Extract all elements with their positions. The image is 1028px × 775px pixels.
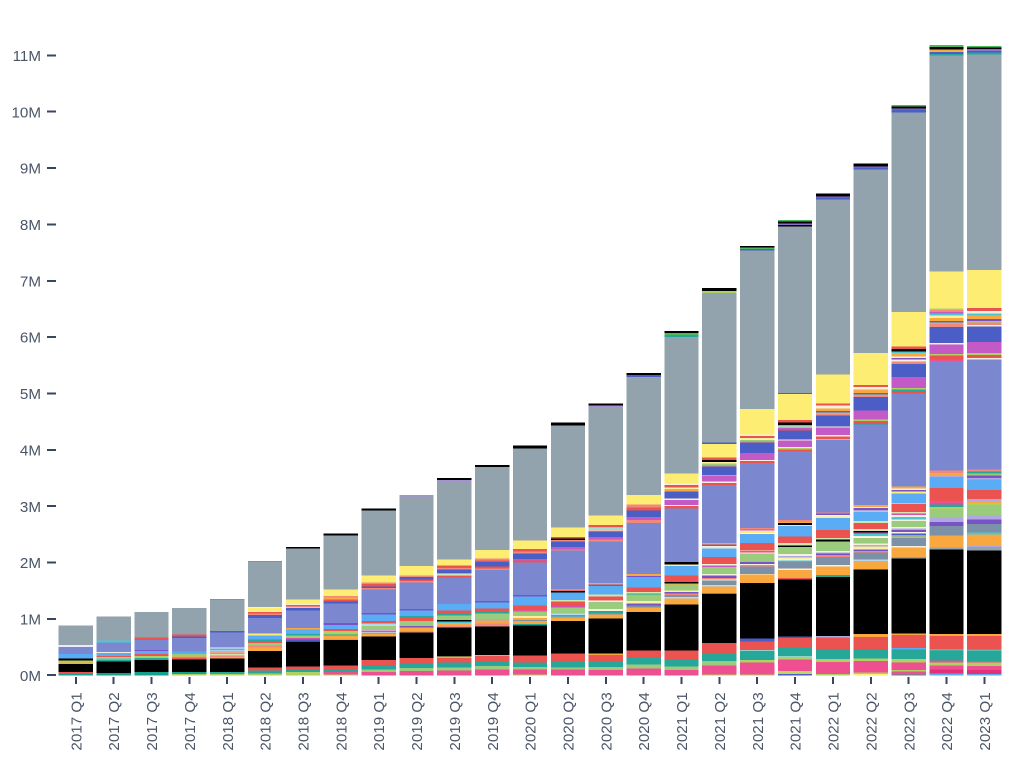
svg-text:2017 Q4: 2017 Q4 (182, 692, 199, 750)
svg-text:2019 Q4: 2019 Q4 (485, 692, 502, 750)
svg-text:2022 Q4: 2022 Q4 (939, 692, 956, 750)
svg-text:2018 Q4: 2018 Q4 (333, 692, 350, 750)
svg-text:2020 Q3: 2020 Q3 (598, 692, 615, 750)
svg-text:2022 Q1: 2022 Q1 (826, 692, 843, 750)
svg-text:4M: 4M (20, 442, 41, 459)
svg-text:5M: 5M (20, 386, 41, 403)
svg-text:2021 Q1: 2021 Q1 (674, 692, 691, 750)
svg-text:2022 Q2: 2022 Q2 (863, 692, 880, 750)
svg-text:2017 Q3: 2017 Q3 (144, 692, 161, 750)
svg-text:2018 Q3: 2018 Q3 (295, 692, 312, 750)
svg-text:2018 Q1: 2018 Q1 (220, 692, 237, 750)
svg-text:6M: 6M (20, 330, 41, 347)
svg-text:0M: 0M (20, 668, 41, 685)
svg-text:2023 Q1: 2023 Q1 (977, 692, 994, 750)
svg-text:2021 Q3: 2021 Q3 (750, 692, 767, 750)
svg-text:2017 Q1: 2017 Q1 (68, 692, 85, 750)
svg-text:7M: 7M (20, 273, 41, 290)
svg-text:11M: 11M (13, 48, 41, 65)
svg-text:2M: 2M (20, 555, 41, 572)
svg-text:2020 Q1: 2020 Q1 (523, 692, 540, 750)
svg-text:2020 Q2: 2020 Q2 (561, 692, 578, 750)
svg-text:2017 Q2: 2017 Q2 (106, 692, 123, 750)
svg-text:8M: 8M (20, 217, 41, 234)
svg-text:2021 Q2: 2021 Q2 (712, 692, 729, 750)
svg-text:1M: 1M (20, 612, 41, 629)
svg-text:2019 Q1: 2019 Q1 (371, 692, 388, 750)
svg-text:2019 Q2: 2019 Q2 (409, 692, 426, 750)
svg-text:2019 Q3: 2019 Q3 (447, 692, 464, 750)
svg-text:9M: 9M (20, 161, 41, 178)
svg-text:2020 Q4: 2020 Q4 (636, 692, 653, 750)
svg-text:2022 Q3: 2022 Q3 (901, 692, 918, 750)
svg-text:3M: 3M (20, 499, 41, 516)
svg-text:10M: 10M (11, 104, 41, 121)
svg-text:2018 Q2: 2018 Q2 (258, 692, 275, 750)
svg-text:2021 Q4: 2021 Q4 (788, 692, 805, 750)
